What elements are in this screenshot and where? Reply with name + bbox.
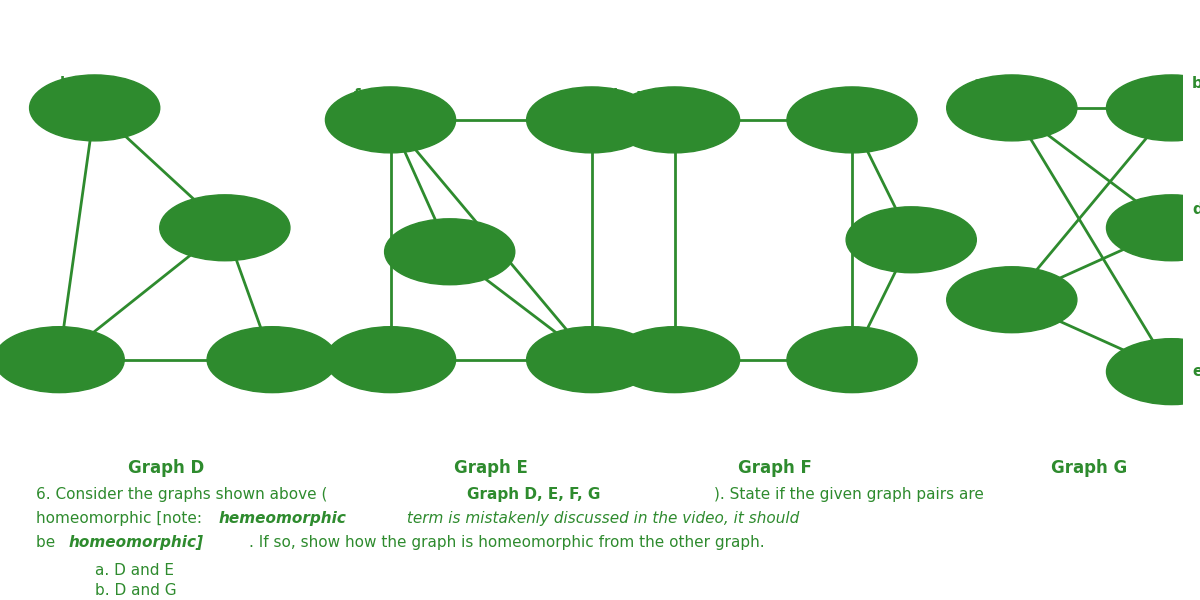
Text: y: y [865,352,875,367]
Text: Graph F: Graph F [738,458,812,476]
Text: x: x [636,352,647,367]
Text: ). State if the given graph pairs are: ). State if the given graph pairs are [714,487,984,502]
Circle shape [610,87,739,153]
Circle shape [0,326,125,392]
Text: Graph G: Graph G [1051,458,1127,476]
Circle shape [208,326,337,392]
Text: g: g [352,352,362,367]
Text: a: a [973,76,984,91]
Circle shape [947,75,1076,141]
Text: Graph E: Graph E [454,458,528,476]
Text: i: i [473,226,479,241]
Circle shape [30,75,160,141]
Text: n: n [296,352,307,367]
Text: k: k [60,76,70,91]
Text: b. D and G: b. D and G [95,583,176,598]
Text: a. D and E: a. D and E [95,563,174,578]
Text: hemeomorphic: hemeomorphic [218,511,347,526]
Circle shape [160,195,290,261]
Circle shape [787,326,917,392]
Circle shape [846,207,977,273]
Text: homeomorphic]: homeomorphic] [68,535,204,550]
Circle shape [325,326,456,392]
Text: Graph D: Graph D [127,458,204,476]
Text: z: z [932,217,942,232]
Text: . If so, show how the graph is homeomorphic from the other graph.: . If so, show how the graph is homeomorp… [248,535,764,550]
Circle shape [527,326,656,392]
Text: homeomorphic [note:: homeomorphic [note: [36,511,206,526]
Circle shape [610,326,739,392]
Circle shape [1106,75,1200,141]
Text: be: be [36,535,60,550]
Circle shape [385,219,515,285]
Circle shape [1106,338,1200,404]
Text: d: d [1193,202,1200,217]
Text: j: j [616,352,620,367]
Text: h: h [612,88,623,103]
Text: w: w [863,88,877,103]
Circle shape [1106,195,1200,261]
Text: b: b [1192,76,1200,91]
Circle shape [325,87,456,153]
Text: 6. Consider the graphs shown above (: 6. Consider the graphs shown above ( [36,487,326,502]
Text: e: e [1193,364,1200,379]
Circle shape [527,87,656,153]
Text: Graph D, E, F, G: Graph D, E, F, G [468,487,601,502]
Text: l: l [22,352,26,367]
Text: v: v [636,88,647,103]
Text: c: c [966,292,974,307]
Text: term is mistakenly discussed in the video, it should: term is mistakenly discussed in the vide… [402,511,799,526]
Circle shape [947,267,1076,332]
Text: m: m [242,196,259,211]
Text: f: f [354,88,361,103]
Circle shape [787,87,917,153]
